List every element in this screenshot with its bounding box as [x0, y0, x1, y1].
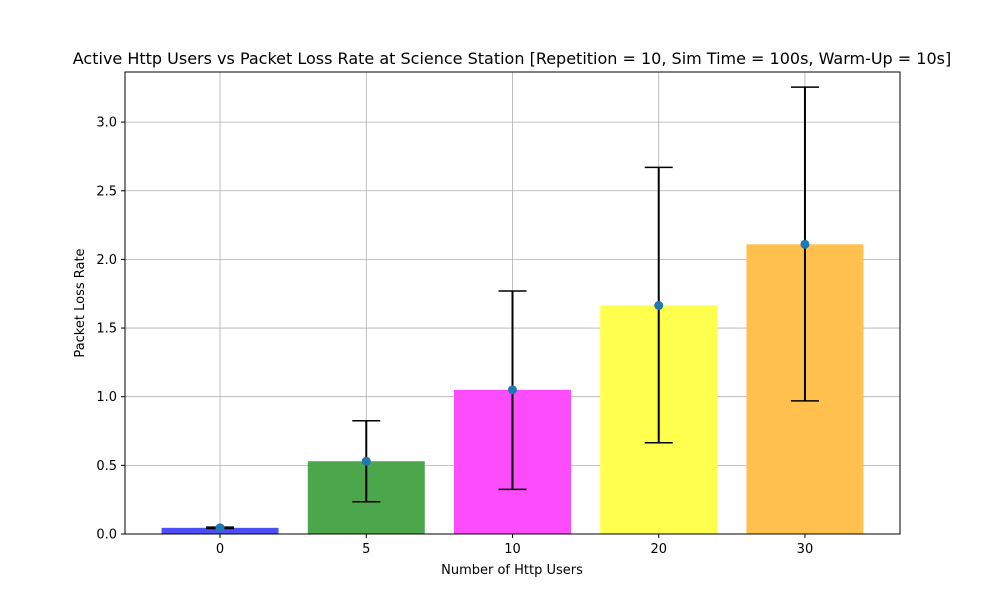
x-tick-label: 5: [362, 542, 370, 557]
y-axis: 0.0 0.5 1.0 1.5 2.0 2.5 3.0: [96, 116, 125, 543]
mean-point-0: [215, 523, 225, 533]
mean-point-20: [654, 300, 664, 310]
mean-point-10: [508, 385, 517, 395]
y-tick-label: 0.5: [96, 459, 117, 474]
y-tick-label: 1.5: [96, 322, 117, 337]
x-axis-label: Number of Http Users: [441, 563, 583, 578]
y-tick-label: 3.0: [96, 116, 117, 131]
x-axis: 0 5 10 20 30: [216, 534, 813, 557]
mean-point-5: [361, 456, 371, 466]
x-tick-label: 10: [504, 542, 521, 557]
y-axis-label: Packet Loss Rate: [73, 248, 88, 357]
y-tick-label: 1.0: [96, 390, 117, 405]
y-tick-label: 0.0: [96, 528, 117, 543]
y-tick-label: 2.0: [96, 253, 117, 268]
x-tick-label: 0: [216, 542, 224, 557]
x-tick-label: 20: [650, 542, 667, 557]
chart-title: Active Http Users vs Packet Loss Rate at…: [73, 49, 951, 68]
x-tick-label: 30: [797, 542, 814, 557]
mean-point-30: [800, 239, 810, 249]
y-tick-label: 2.5: [96, 184, 117, 199]
point-layer: [215, 239, 810, 533]
